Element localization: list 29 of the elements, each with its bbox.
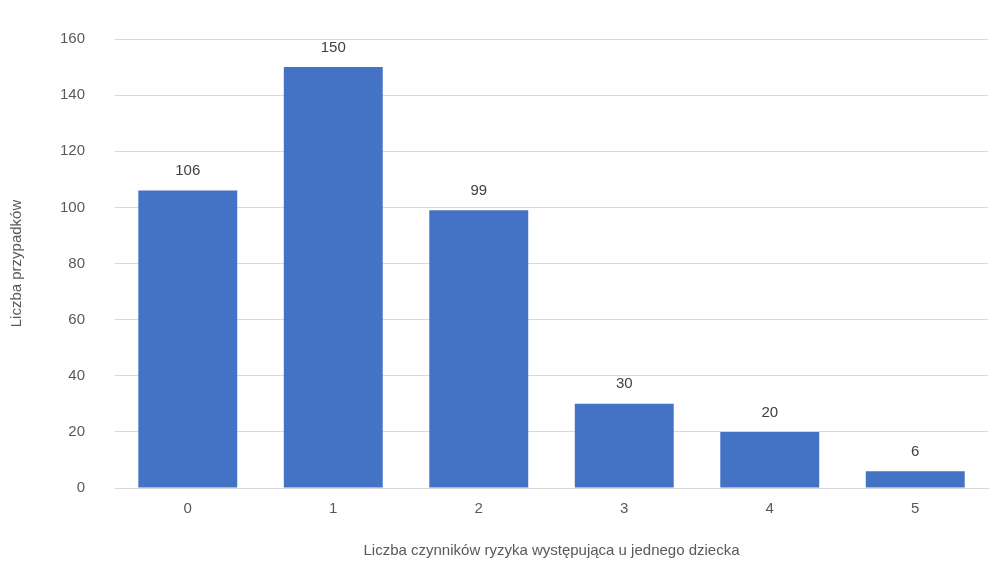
y-tick-label: 80 — [68, 253, 86, 271]
data-label: 30 — [615, 374, 633, 392]
data-label: 99 — [470, 180, 488, 198]
data-label: 20 — [761, 402, 779, 420]
bar — [720, 431, 820, 488]
x-tick-label: 3 — [620, 499, 629, 517]
y-tick-label: 120 — [60, 141, 86, 159]
bar — [283, 67, 383, 488]
x-tick-label: 4 — [765, 499, 774, 517]
y-tick-label: 20 — [68, 422, 86, 440]
y-tick-label: 100 — [60, 197, 86, 215]
y-axis-title: Liczba przypadków — [7, 199, 25, 328]
x-tick-label: 2 — [474, 499, 483, 517]
y-tick-label: 140 — [60, 85, 86, 103]
y-tick-label: 160 — [60, 29, 86, 47]
bar — [865, 471, 965, 488]
data-label: 6 — [911, 441, 920, 459]
y-tick-label: 40 — [68, 365, 86, 383]
data-label: 150 — [320, 37, 346, 55]
bar — [429, 210, 529, 488]
y-tick-label: 0 — [76, 478, 86, 496]
x-tick-label: 1 — [329, 499, 338, 517]
x-axis-title: Liczba czynników ryzyka występująca u jednego dziecka — [363, 541, 741, 559]
y-tick-label: 60 — [68, 309, 86, 327]
bar — [138, 190, 238, 488]
bar — [574, 403, 674, 488]
x-tick-label: 0 — [183, 499, 192, 517]
x-tick-label: 5 — [911, 499, 920, 517]
data-label: 106 — [175, 161, 201, 179]
